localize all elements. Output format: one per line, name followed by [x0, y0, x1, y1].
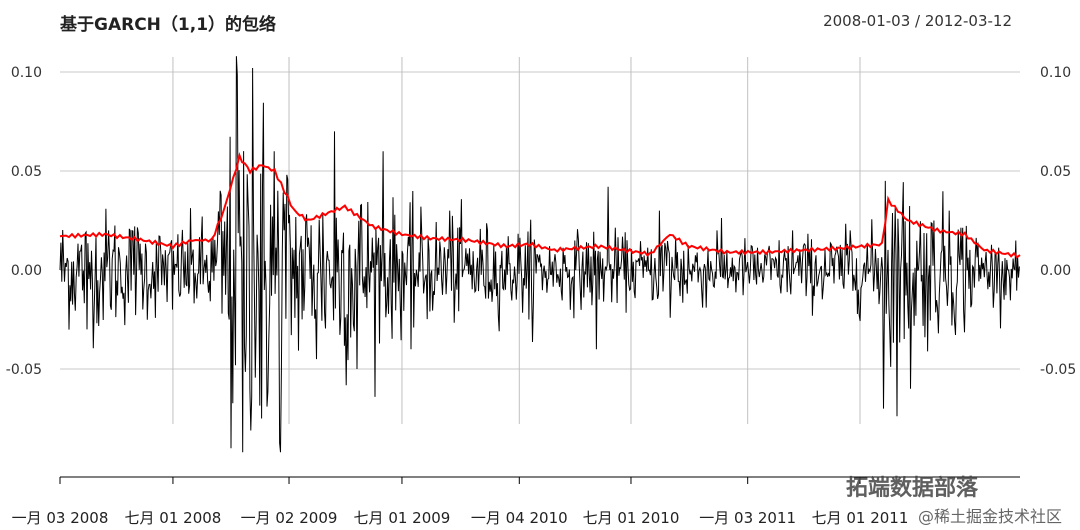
x-axis-labels: 一月 03 2008 七月 01 2008 一月 02 2009 七月 01 2009… — [12, 477, 909, 527]
chart-title: 基于GARCH（1,1）的包络 — [60, 15, 277, 35]
date-range-label: 2008-01-03 / 2012-03-12 — [823, 12, 1012, 30]
x-tick-label: 七月 01 2009 — [354, 509, 451, 527]
returns-trace — [59, 56, 1020, 453]
y-tick-label-right: 0.00 — [1040, 263, 1071, 279]
y-tick-label-left: 0.05 — [11, 164, 42, 180]
y-tick-label-left: -0.05 — [6, 362, 42, 378]
x-tick-label: 一月 03 2011 — [699, 509, 796, 527]
y-tick-label-right: -0.05 — [1040, 362, 1076, 378]
grid-lines — [60, 57, 1020, 424]
x-tick-label: 七月 01 2011 — [812, 509, 909, 527]
x-tick-label: 七月 01 2010 — [583, 509, 680, 527]
y-tick-label-left: 0.10 — [11, 65, 42, 81]
garch-envelope-line — [59, 151, 1021, 259]
x-tick-label: 七月 01 2008 — [125, 509, 222, 527]
x-tick-label: 一月 04 2010 — [471, 509, 568, 527]
watermark-text: 拓端数据部落 — [846, 476, 979, 501]
y-tick-label-left: 0.00 — [11, 263, 42, 279]
y-axis-labels: 0.10 0.10 0.05 0.05 0.00 0.00 -0.05 -0.05 — [6, 65, 1076, 378]
returns-series — [59, 56, 1020, 453]
watermark-subtext: @稀土掘金技术社区 — [918, 507, 1063, 526]
y-tick-label-right: 0.10 — [1040, 65, 1071, 81]
y-tick-label-right: 0.05 — [1040, 164, 1071, 180]
x-tick-label: 一月 03 2008 — [12, 509, 109, 527]
x-tick-label: 一月 02 2009 — [241, 509, 338, 527]
